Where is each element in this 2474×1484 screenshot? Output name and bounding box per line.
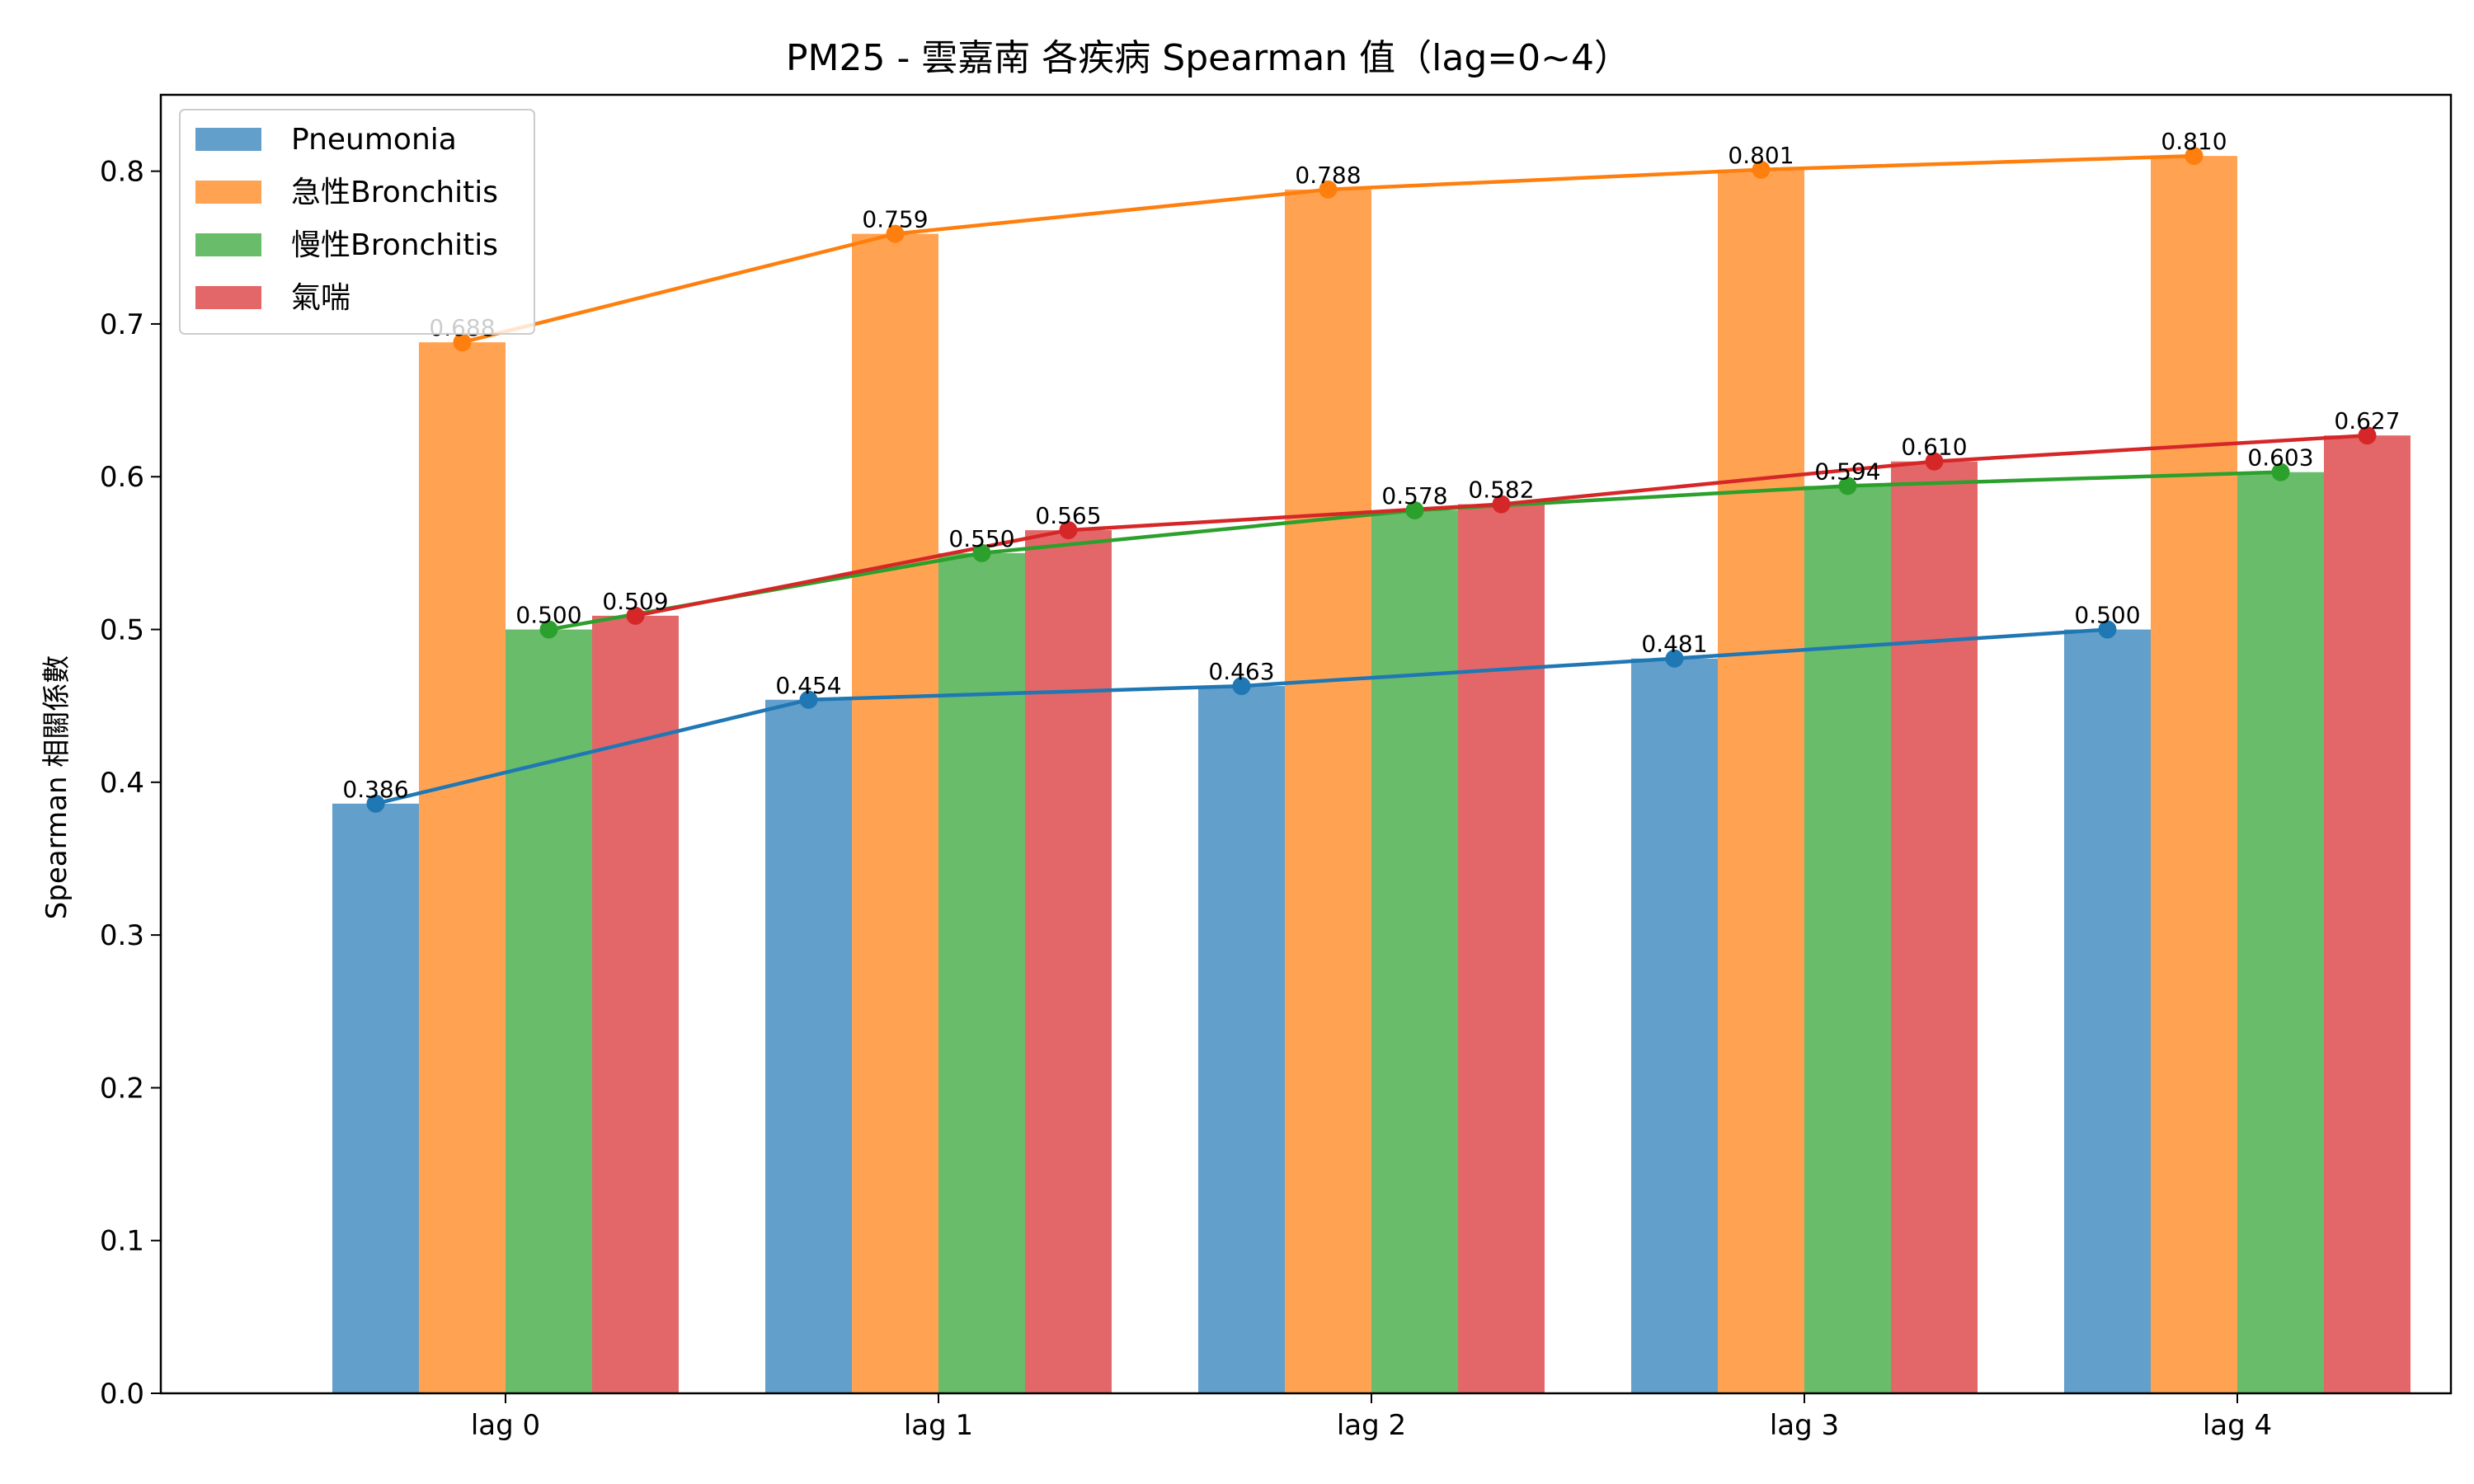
data-label: 0.594 xyxy=(1814,458,1880,485)
data-point xyxy=(1405,501,1424,519)
x-tick-label: lag 1 xyxy=(904,1409,973,1442)
bar xyxy=(1891,461,1978,1394)
legend-label: 慢性Bronchitis xyxy=(291,228,498,262)
plot-frame xyxy=(159,93,2453,1395)
y-tick-label: 0.4 xyxy=(100,767,144,800)
data-point xyxy=(1059,521,1078,540)
data-point xyxy=(626,606,645,625)
bar xyxy=(1631,658,1718,1393)
legend-box xyxy=(179,109,535,335)
legend: Pneumonia 急性Bronchitis 慢性Bronchitis 氣喘 xyxy=(179,109,535,335)
data-label: 0.627 xyxy=(2334,407,2400,434)
x-tick-label: lag 4 xyxy=(2203,1409,2272,1442)
data-point xyxy=(799,690,818,709)
bar xyxy=(2237,472,2324,1393)
data-point xyxy=(1752,160,1771,179)
legend-swatch xyxy=(195,233,261,256)
data-label: 0.810 xyxy=(2161,128,2227,155)
data-point xyxy=(2358,426,2377,445)
data-label: 0.509 xyxy=(602,588,668,615)
data-label: 0.578 xyxy=(1381,482,1447,510)
data-point xyxy=(886,224,905,243)
bar xyxy=(1025,530,1112,1393)
bar xyxy=(419,342,506,1393)
data-label: 0.550 xyxy=(948,525,1014,552)
bar xyxy=(592,615,679,1393)
legend-label: Pneumonia xyxy=(291,123,457,157)
data-label: 0.463 xyxy=(1208,658,1274,685)
bar xyxy=(765,699,852,1393)
data-label: 0.481 xyxy=(1641,631,1707,658)
y-tick-label: 0.7 xyxy=(100,308,144,341)
y-tick-label: 0.5 xyxy=(100,614,144,647)
bar xyxy=(1804,486,1891,1393)
y-axis-label: Spearman 相關係數 xyxy=(40,655,73,920)
data-point xyxy=(366,794,385,813)
bar xyxy=(2151,156,2237,1393)
data-point xyxy=(2098,620,2117,639)
x-tick-label: lag 2 xyxy=(1337,1409,1406,1442)
data-label: 0.500 xyxy=(515,602,581,629)
y-tick-label: 0.2 xyxy=(100,1072,144,1105)
bar xyxy=(506,629,592,1393)
y-axis: 0.0 0.1 0.2 0.3 0.4 0.5 0.6 0.7 0.8 xyxy=(100,156,161,1411)
bar xyxy=(852,233,938,1393)
bar xyxy=(332,803,419,1393)
data-label: 0.386 xyxy=(342,776,408,803)
y-tick-label: 0.3 xyxy=(100,919,144,952)
data-point xyxy=(1838,477,1857,495)
bar xyxy=(1718,169,1804,1394)
data-label: 0.582 xyxy=(1468,477,1534,504)
x-axis: lag 0 lag 1 lag 2 lag 3 lag 4 xyxy=(471,1393,2272,1442)
y-tick-label: 0.1 xyxy=(100,1225,144,1258)
legend-swatch xyxy=(195,181,261,204)
bar xyxy=(2064,629,2151,1393)
y-tick-label: 0.8 xyxy=(100,156,144,189)
data-point xyxy=(2271,463,2290,481)
bar xyxy=(1371,510,1458,1393)
data-point xyxy=(2185,147,2204,166)
bars-group xyxy=(332,156,2411,1394)
legend-swatch xyxy=(195,286,261,309)
y-tick-label: 0.0 xyxy=(100,1378,144,1411)
chart-title: PM25 - 雲嘉南 各疾病 Spearman 值（lag=0~4） xyxy=(786,37,1630,79)
data-labels-group: 0.3860.4540.4630.4810.5000.6880.7590.788… xyxy=(342,128,2400,803)
y-tick-label: 0.6 xyxy=(100,461,144,494)
data-point xyxy=(1925,452,1944,471)
bar xyxy=(1285,189,1371,1394)
data-label: 0.759 xyxy=(862,206,928,233)
data-point xyxy=(972,543,991,562)
data-point xyxy=(1232,677,1251,696)
legend-label: 氣喘 xyxy=(291,281,350,315)
data-label: 0.788 xyxy=(1295,162,1361,189)
data-label: 0.801 xyxy=(1728,142,1794,169)
data-label: 0.500 xyxy=(2074,602,2140,629)
legend-swatch xyxy=(195,128,261,151)
legend-label: 急性Bronchitis xyxy=(291,176,498,209)
data-point xyxy=(539,620,558,639)
bar xyxy=(938,552,1025,1393)
bar xyxy=(1458,504,1545,1393)
bar xyxy=(2324,435,2411,1394)
data-point xyxy=(1492,495,1511,514)
data-label: 0.454 xyxy=(775,672,841,699)
x-tick-label: lag 0 xyxy=(471,1409,540,1442)
data-label: 0.565 xyxy=(1035,502,1101,529)
data-point xyxy=(1665,649,1684,668)
data-label: 0.603 xyxy=(2247,444,2313,472)
data-point xyxy=(1319,180,1338,199)
data-label: 0.610 xyxy=(1901,434,1967,461)
points-group xyxy=(366,147,2377,813)
bar xyxy=(1198,686,1285,1393)
x-tick-label: lag 3 xyxy=(1770,1409,1839,1442)
data-point xyxy=(453,333,472,352)
